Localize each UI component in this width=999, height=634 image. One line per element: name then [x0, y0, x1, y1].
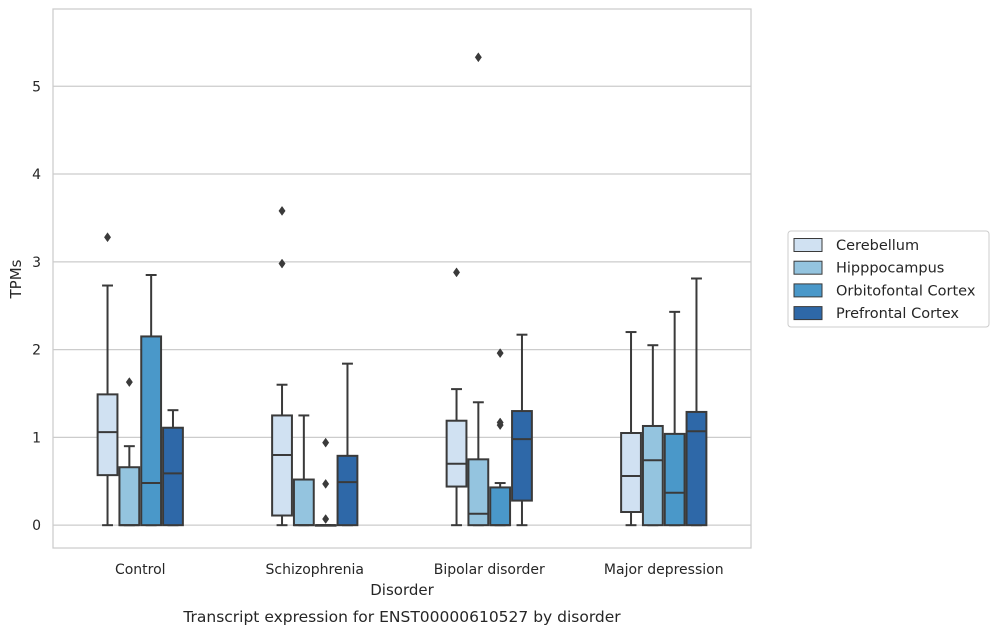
- legend: Cerebellum Hipppocampus Orbitofontal Corte…: [787, 230, 990, 328]
- box-body: [511, 410, 533, 502]
- legend-swatch: [793, 306, 823, 321]
- outlier-point: [125, 377, 133, 388]
- x-axis-ticks: Control Schizophrenia Bipolar disorder Majo…: [115, 562, 724, 578]
- chart-caption: Transcript expression for ENST0000061052…: [182, 608, 621, 626]
- box-body: [292, 478, 315, 527]
- box-2-0: [445, 267, 468, 527]
- box-body: [336, 454, 359, 527]
- outlier-point: [496, 417, 504, 428]
- legend-swatch: [793, 260, 823, 275]
- y-tick-label: 1: [32, 430, 41, 446]
- legend-entry-label: Hipppocampus: [836, 261, 944, 277]
- x-axis-label: Disorder: [370, 581, 434, 599]
- box-body: [467, 458, 490, 527]
- box-body: [641, 424, 664, 527]
- plot-area-frame: [52, 8, 752, 549]
- box-3-2: [663, 310, 686, 527]
- outlier-point: [322, 437, 330, 448]
- box-2-2: [489, 348, 512, 527]
- legend-swatch: [793, 238, 823, 252]
- box-body: [663, 432, 686, 527]
- box-2-1: [467, 52, 490, 527]
- legend-entry-label: Orbitofontal Cortex: [836, 283, 976, 299]
- box-2-3: [511, 333, 533, 527]
- box-0-2: [140, 273, 163, 527]
- box-body: [118, 466, 141, 527]
- box-3-3: [685, 277, 708, 527]
- y-tick-label: 5: [32, 79, 41, 95]
- y-tick-label: 2: [32, 343, 41, 359]
- box-0-1: [118, 377, 141, 527]
- box-body: [162, 426, 184, 527]
- x-tick-label: Major depression: [604, 562, 724, 578]
- legend-entry-label: Cerebellum: [836, 238, 919, 254]
- outlier-point: [278, 205, 286, 216]
- box-body: [445, 419, 468, 488]
- outlier-point: [322, 478, 330, 489]
- box-body: [140, 335, 163, 527]
- box-1-0: [271, 205, 293, 527]
- y-axis-ticks: 0 1 2 3 4 5: [32, 79, 41, 534]
- outlier-point: [453, 267, 461, 278]
- y-tick-label: 4: [32, 167, 41, 183]
- outlier-point: [104, 232, 112, 243]
- box-1-3: [336, 362, 359, 527]
- x-tick-label: Schizophrenia: [266, 562, 364, 578]
- legend-swatch: [793, 283, 823, 298]
- box-0-0: [96, 232, 119, 527]
- y-tick-label: 3: [32, 255, 41, 271]
- box-body: [489, 486, 512, 527]
- legend-entry-label: Prefrontal Cortex: [836, 306, 959, 322]
- box-3-1: [641, 344, 664, 527]
- x-tick-label: Control: [115, 562, 166, 578]
- box-3-0: [620, 331, 642, 527]
- box-body: [620, 432, 642, 514]
- outlier-point: [322, 514, 330, 524]
- outlier-point: [474, 52, 482, 63]
- x-tick-label: Bipolar disorder: [434, 562, 545, 578]
- box-body: [271, 414, 293, 517]
- box-marks: [96, 52, 708, 527]
- y-tick-label: 0: [32, 518, 41, 534]
- outlier-point: [496, 348, 504, 359]
- legend-frame: [787, 230, 990, 328]
- box-body: [96, 393, 119, 477]
- box-body: [685, 410, 708, 527]
- outlier-point: [278, 258, 286, 269]
- box-0-3: [162, 409, 184, 527]
- box-1-1: [292, 414, 315, 527]
- box-1-2: [314, 437, 337, 527]
- y-axis-label: TPMs: [7, 259, 25, 299]
